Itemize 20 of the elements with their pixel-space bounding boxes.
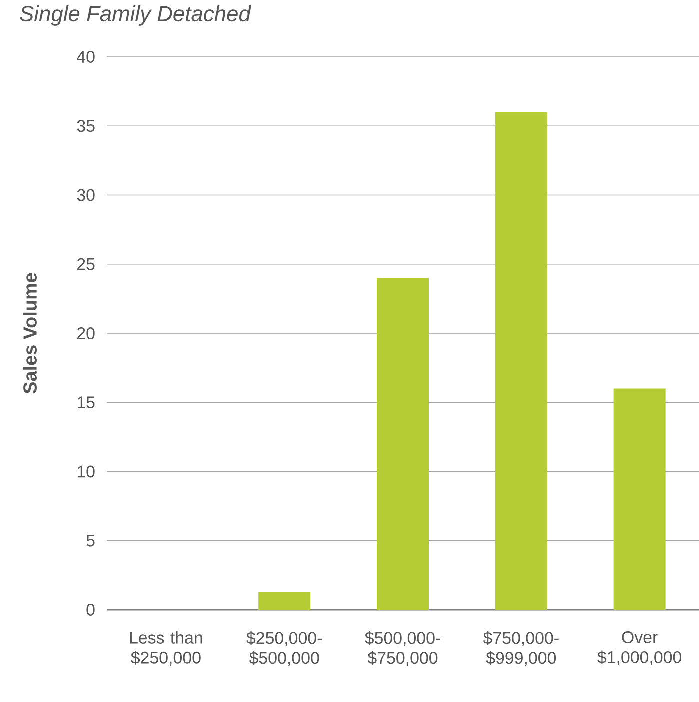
y-tick-label: 10: [78, 466, 95, 478]
y-tick-label: 15: [78, 396, 95, 409]
y-tick-label: 40: [77, 50, 95, 63]
y-tick-label: 0: [86, 604, 95, 616]
y-axis-title: Sales Volume: [23, 273, 37, 394]
x-tick-label: Over $1,000,000: [598, 632, 682, 666]
bar: [614, 388, 666, 610]
x-tick-label: Less than $250,000: [130, 632, 202, 666]
y-tick-label: 35: [77, 120, 95, 132]
x-tick-label: $750,000-$999,000: [483, 632, 559, 666]
chart-title: Single Family Detached: [20, 6, 252, 26]
x-tick-label: $500,000-$750,000: [365, 632, 440, 666]
x-tick-label: $250,000-$500,000: [246, 632, 322, 666]
y-tick-label: 5: [86, 534, 95, 547]
y-tick-label: 25: [78, 258, 95, 270]
y-tick-label: 30: [77, 189, 95, 202]
bar: [377, 278, 429, 610]
y-tick-label: 20: [78, 328, 95, 340]
bar: [258, 592, 311, 610]
bar: [495, 112, 548, 610]
